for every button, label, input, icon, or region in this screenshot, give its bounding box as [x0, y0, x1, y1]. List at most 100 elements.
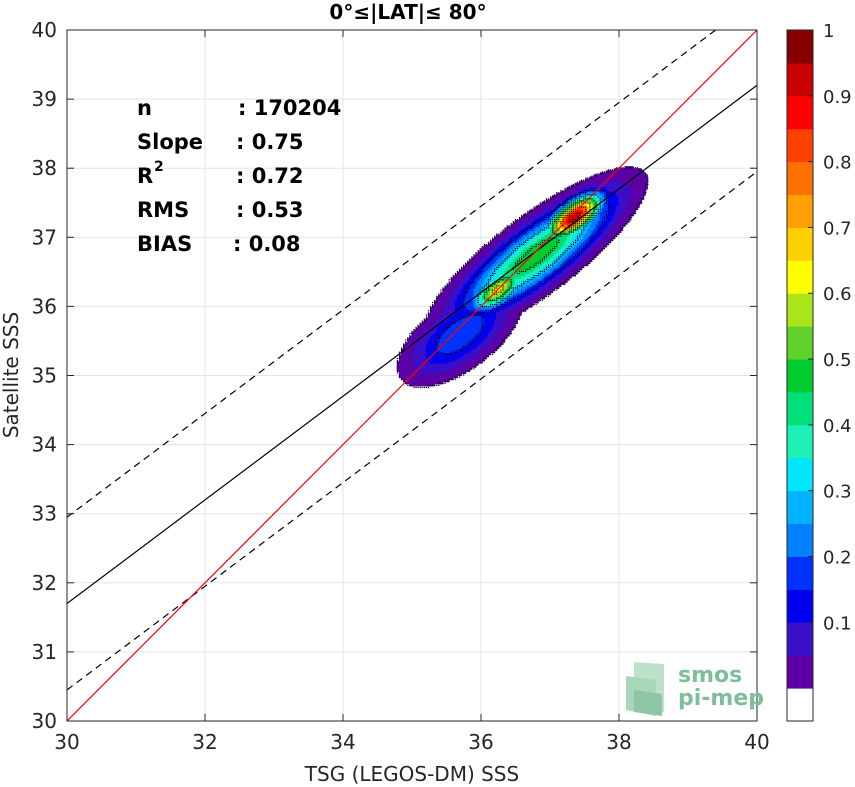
density-cell [607, 199, 611, 202]
density-cell [562, 203, 566, 207]
contour-line-point [425, 314, 427, 316]
density-cell [512, 251, 516, 254]
density-cell [469, 271, 472, 275]
density-cell [467, 315, 470, 319]
contour-line-point [396, 364, 399, 366]
density-cell [508, 265, 512, 269]
density-cell [494, 246, 497, 250]
density-cell [477, 348, 481, 352]
density-cell [485, 348, 489, 352]
density-cell [539, 257, 543, 261]
density-cell [436, 342, 439, 346]
density-cell [506, 298, 510, 302]
density-cell [599, 191, 603, 194]
density-cell [448, 323, 452, 327]
density-cell [564, 232, 568, 236]
density-cell [467, 269, 470, 273]
density-cell [440, 338, 443, 341]
density-cell [450, 377, 454, 381]
density-cell [440, 329, 443, 333]
density-cell [440, 375, 443, 379]
density-cell [618, 222, 621, 225]
density-cell [500, 336, 503, 339]
density-cell [578, 228, 582, 231]
density-cell [630, 186, 634, 190]
density-cell [572, 203, 576, 207]
density-cell [477, 259, 481, 263]
density-cell [587, 234, 590, 238]
density-cell [605, 222, 609, 225]
density-cell [434, 331, 437, 335]
density-cell [531, 222, 535, 225]
density-cell [558, 282, 561, 285]
density-cell [458, 327, 462, 331]
density-cell [448, 331, 452, 335]
density-cell [446, 286, 450, 290]
density-cell [434, 340, 437, 343]
density-cell [603, 238, 607, 242]
density-cell [607, 201, 611, 205]
density-cell [576, 244, 580, 248]
density-cell [632, 182, 636, 186]
density-cell [535, 232, 539, 236]
density-cell [494, 249, 497, 252]
density-cell [523, 273, 526, 277]
density-cell [521, 251, 524, 254]
density-cell [527, 240, 530, 244]
density-cell [489, 311, 493, 314]
density-cell [444, 346, 448, 350]
density-cell [607, 217, 611, 221]
density-cell [454, 363, 458, 366]
density-cell [487, 280, 491, 283]
density-cell [398, 371, 402, 375]
density-cell [502, 294, 506, 298]
density-cell [463, 313, 466, 316]
contour-line-point [432, 303, 434, 306]
density-cell [489, 298, 493, 302]
density-cell [566, 205, 570, 209]
density-cell [543, 294, 547, 298]
density-cell [432, 365, 435, 368]
density-cell [425, 317, 429, 321]
density-cell [489, 338, 493, 341]
density-cell [610, 224, 613, 227]
density-cell [471, 298, 475, 302]
density-cell [481, 358, 485, 362]
density-cell [436, 296, 439, 300]
density-cell [537, 282, 541, 285]
density-cell [510, 280, 514, 283]
density-cell [423, 348, 427, 352]
density-cell [498, 305, 501, 308]
density-cell [552, 242, 555, 246]
density-cell [537, 207, 541, 211]
density-cell [591, 228, 595, 231]
density-cell [500, 267, 503, 271]
density-cell [463, 327, 466, 331]
density-cell [403, 358, 406, 362]
density-cell [481, 263, 485, 267]
density-cell [537, 253, 541, 256]
density-cell [442, 298, 446, 302]
density-cell [452, 375, 456, 379]
density-cell [605, 170, 609, 173]
density-cell [489, 346, 493, 350]
density-cell [512, 313, 516, 316]
density-cell [518, 309, 522, 312]
density-cell [487, 257, 491, 261]
density-cell [632, 195, 636, 198]
density-cell [421, 329, 425, 333]
density-cell [578, 203, 582, 207]
density-cell [411, 336, 414, 339]
density-cell [543, 286, 547, 290]
density-cell [639, 197, 642, 200]
density-cell [612, 217, 615, 221]
density-cell [512, 222, 516, 225]
density-cell [550, 269, 553, 273]
density-cell [421, 344, 425, 348]
density-cell [444, 354, 448, 358]
density-cell [550, 249, 553, 252]
density-cell [527, 302, 530, 306]
density-cell [527, 230, 530, 234]
density-cell [502, 267, 506, 271]
density-cell [454, 292, 458, 296]
